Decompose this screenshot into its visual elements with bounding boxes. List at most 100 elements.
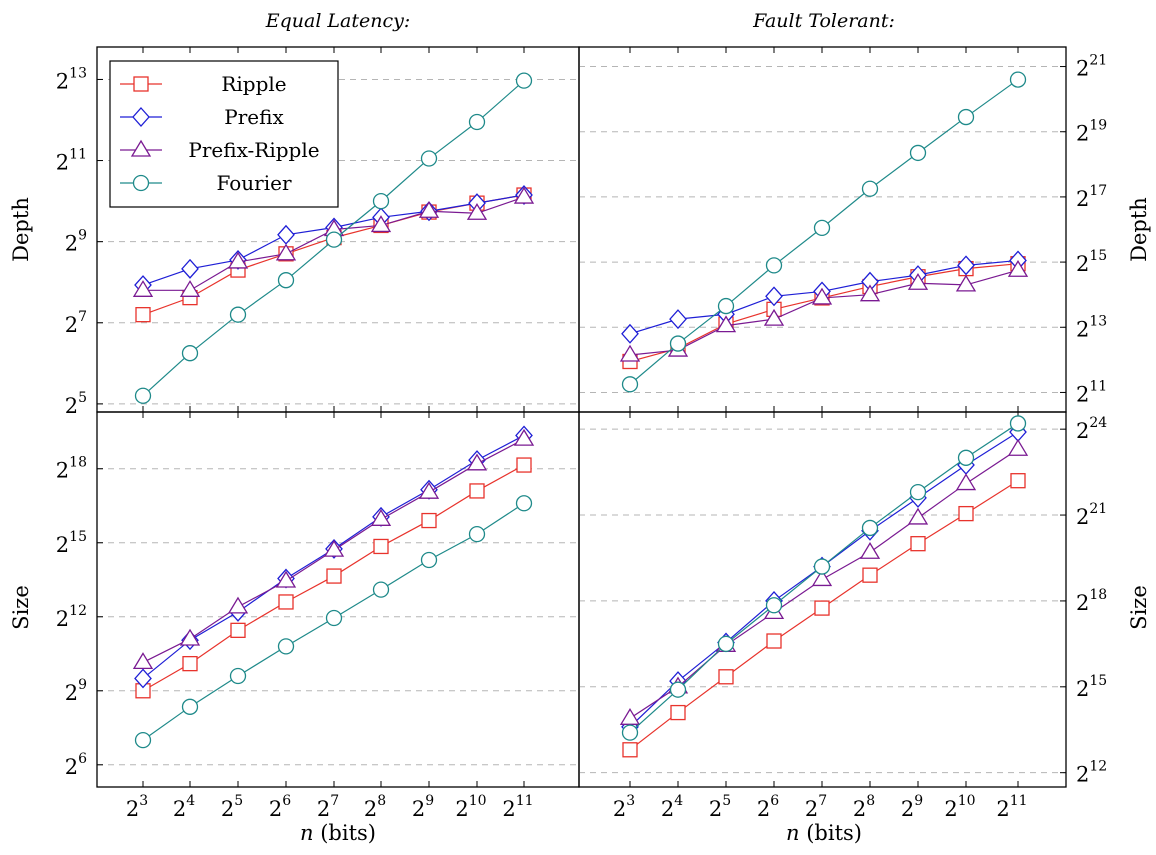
y-tick-label: 215 xyxy=(1076,673,1107,701)
y-axis-label: Size xyxy=(9,585,33,630)
legend-item-ripple: Ripple xyxy=(120,72,287,96)
y-tick-label: 29 xyxy=(65,228,87,256)
data-point-fourier xyxy=(909,144,927,162)
data-point-prefix-ripple xyxy=(907,507,929,525)
data-point-prefix-ripple xyxy=(859,284,881,302)
data-point-prefix-ripple xyxy=(513,428,535,446)
x-tick-label: 26 xyxy=(757,793,779,821)
legend-marker xyxy=(132,107,150,127)
data-point-fourier xyxy=(181,345,199,362)
data-point-ripple xyxy=(814,600,830,616)
data-point-prefix-ripple xyxy=(132,652,154,670)
data-point-fourier xyxy=(277,272,295,289)
legend-marker xyxy=(130,139,152,157)
data-point-fourier xyxy=(468,525,486,543)
data-point-prefix-ripple xyxy=(1007,438,1029,456)
data-point-fourier xyxy=(229,667,247,685)
data-point-prefix-ripple xyxy=(466,203,488,220)
data-point-prefix-ripple xyxy=(132,280,154,297)
x-tick-label: 210 xyxy=(455,793,486,821)
y-tick-label: 25 xyxy=(65,390,87,418)
panel-2: 211 213 215 217 219 221 Depth xyxy=(578,46,1151,413)
panel-3: 26 29 212 215 218 Size 23 24 25 26 27 28 29 210 211 xyxy=(9,411,580,821)
data-point-prefix-ripple xyxy=(955,274,977,292)
data-point-prefix-ripple xyxy=(323,539,345,557)
x-tick-label: 29 xyxy=(901,793,923,821)
y-tick-label: 26 xyxy=(65,751,87,779)
data-point-prefix-ripple xyxy=(763,308,785,326)
legend-item-fourier: Fourier xyxy=(120,171,292,195)
panel-1: 25 27 29 211 213 Depth xyxy=(9,46,580,418)
column-title-right: Fault Tolerant: xyxy=(752,10,895,32)
legend-item-prefix-ripple: Prefix-Ripple xyxy=(120,138,320,162)
legend-label: Prefix-Ripple xyxy=(188,138,319,162)
data-point-fourier xyxy=(1009,71,1027,88)
data-point-prefix-ripple xyxy=(1007,259,1029,277)
data-point-fourier xyxy=(277,638,295,655)
data-point-ripple xyxy=(135,307,151,323)
y-tick-label: 29 xyxy=(65,677,87,705)
data-point-ripple xyxy=(958,505,974,522)
data-point-prefix xyxy=(181,258,199,279)
data-point-prefix-ripple xyxy=(370,509,392,526)
data-point-ripple xyxy=(516,457,532,473)
legend-marker xyxy=(133,76,149,92)
x-tick-label: 28 xyxy=(853,793,875,821)
x-tick-label: 23 xyxy=(126,793,148,821)
y-tick-label: 215 xyxy=(1076,248,1107,276)
data-point-fourier xyxy=(325,609,343,627)
data-point-fourier xyxy=(515,72,533,89)
y-tick-label: 27 xyxy=(65,309,87,337)
data-point-fourier xyxy=(229,306,247,323)
data-point-prefix-ripple xyxy=(370,215,392,233)
data-point-ripple xyxy=(421,512,437,529)
data-point-ripple xyxy=(670,704,686,721)
y-tick-label: 217 xyxy=(1076,183,1107,211)
data-point-prefix-ripple xyxy=(418,481,440,499)
data-point-prefix-ripple xyxy=(811,569,833,587)
data-point-fourier xyxy=(813,558,831,575)
data-point-fourier xyxy=(765,257,783,274)
data-point-prefix-ripple xyxy=(227,596,249,614)
x-tick-label: 24 xyxy=(173,793,195,821)
column-title-left: Equal Latency: xyxy=(265,10,411,32)
x-tick-label: 25 xyxy=(221,793,243,821)
x-tick-label: 211 xyxy=(996,793,1027,821)
x-tick-label: 27 xyxy=(805,793,827,821)
data-point-ripple xyxy=(910,536,926,552)
legend-label: Fourier xyxy=(216,171,291,195)
y-tick-label: 221 xyxy=(1076,501,1107,529)
data-point-fourier xyxy=(325,231,343,248)
y-axis-label: Depth xyxy=(1127,197,1151,262)
data-point-fourier xyxy=(420,150,438,167)
data-point-fourier xyxy=(669,335,687,352)
data-point-fourier xyxy=(813,219,831,237)
x-tick-label: 29 xyxy=(412,793,434,821)
data-point-fourier xyxy=(717,297,735,315)
y-tick-label: 211 xyxy=(56,147,87,175)
data-point-fourier xyxy=(420,551,438,569)
data-point-prefix-ripple xyxy=(907,273,929,290)
data-point-prefix xyxy=(621,323,639,344)
x-tick-label: 23 xyxy=(613,793,635,821)
y-tick-label: 215 xyxy=(56,529,87,557)
data-point-prefix xyxy=(669,309,687,330)
x-axis-label-left: n (bits) xyxy=(300,821,376,845)
data-point-fourier xyxy=(1009,415,1027,432)
data-point-ripple xyxy=(182,655,198,672)
data-point-fourier xyxy=(621,724,639,741)
x-tick-label: 24 xyxy=(661,793,683,821)
x-tick-label: 25 xyxy=(709,793,731,821)
data-point-fourier xyxy=(861,180,879,197)
y-axis-label: Size xyxy=(1127,585,1151,630)
data-point-prefix-ripple xyxy=(619,344,641,362)
data-point-fourier xyxy=(861,519,879,537)
data-point-prefix xyxy=(134,668,152,689)
data-point-prefix-ripple xyxy=(275,243,297,261)
data-point-fourier xyxy=(909,484,927,501)
data-point-fourier xyxy=(372,192,390,210)
data-point-fourier xyxy=(957,108,975,126)
data-point-ripple xyxy=(469,483,485,499)
y-tick-label: 213 xyxy=(1076,313,1107,341)
data-point-fourier xyxy=(765,597,783,614)
